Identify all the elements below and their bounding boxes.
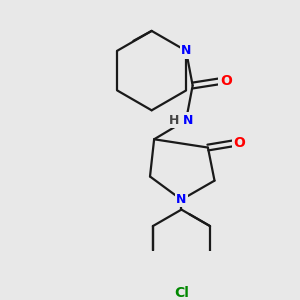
Text: O: O — [220, 74, 232, 88]
Text: N: N — [176, 193, 187, 206]
Text: H: H — [169, 114, 180, 127]
Text: O: O — [233, 136, 245, 150]
Text: N: N — [181, 44, 191, 57]
Text: Cl: Cl — [174, 286, 189, 300]
Text: N: N — [182, 114, 193, 127]
